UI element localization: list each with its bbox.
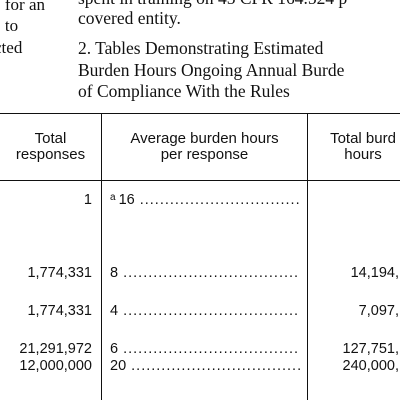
left-text-line: cted [0, 38, 23, 57]
left-text-line: s to [0, 16, 19, 35]
table-cell-responses: 21,291,972 [19, 341, 92, 357]
body-text-line: covered entity. [78, 8, 181, 28]
table-cell-total-burden: 127,751, [342, 341, 399, 357]
section-heading-line: Burden Hours Ongoing Annual Burde [78, 60, 345, 80]
table-cell-total-burden: 7,097, [358, 303, 399, 319]
table-cell-responses: 1 [83, 192, 92, 208]
leader-dots [123, 341, 300, 357]
body-text-line: spent in training on 45 CFR 164.524 p [78, 0, 347, 8]
leader-dots [123, 265, 300, 281]
table-cell-responses: 1,774,331 [27, 265, 92, 281]
leader-dots [123, 303, 300, 319]
table-cell-avg-burden: 6 [110, 341, 300, 357]
leader-dots [131, 358, 300, 374]
column-divider [307, 113, 308, 400]
section-heading-line: 2. Tables Demonstrating Estimated [78, 38, 324, 58]
header-total-burden-hours: Total burd hours [330, 130, 396, 163]
table-cell-avg-burden: 8 [110, 265, 300, 281]
table-header-rule [0, 180, 400, 181]
table-cell-responses: 12,000,000 [19, 358, 92, 374]
table-cell-avg-burden: a 16 [110, 192, 300, 210]
section-heading-line: of Compliance With the Rules [78, 81, 290, 101]
header-total-responses: Total responses [15, 130, 86, 163]
table-cell-total-burden: 14,194, [350, 265, 399, 281]
table-cell-avg-burden: 4 [110, 303, 300, 319]
leader-dots [140, 192, 300, 208]
table-cell-responses: 1,774,331 [27, 303, 92, 319]
table-top-rule [0, 113, 400, 114]
table-cell-total-burden: 240,000, [342, 358, 399, 374]
header-average-burden-hours: Average burden hours per response [130, 130, 279, 163]
table-cell-avg-burden: 20 [110, 358, 300, 374]
footnote-marker: a [110, 192, 116, 203]
column-divider [101, 113, 102, 400]
left-text-line: s for an [0, 0, 45, 14]
